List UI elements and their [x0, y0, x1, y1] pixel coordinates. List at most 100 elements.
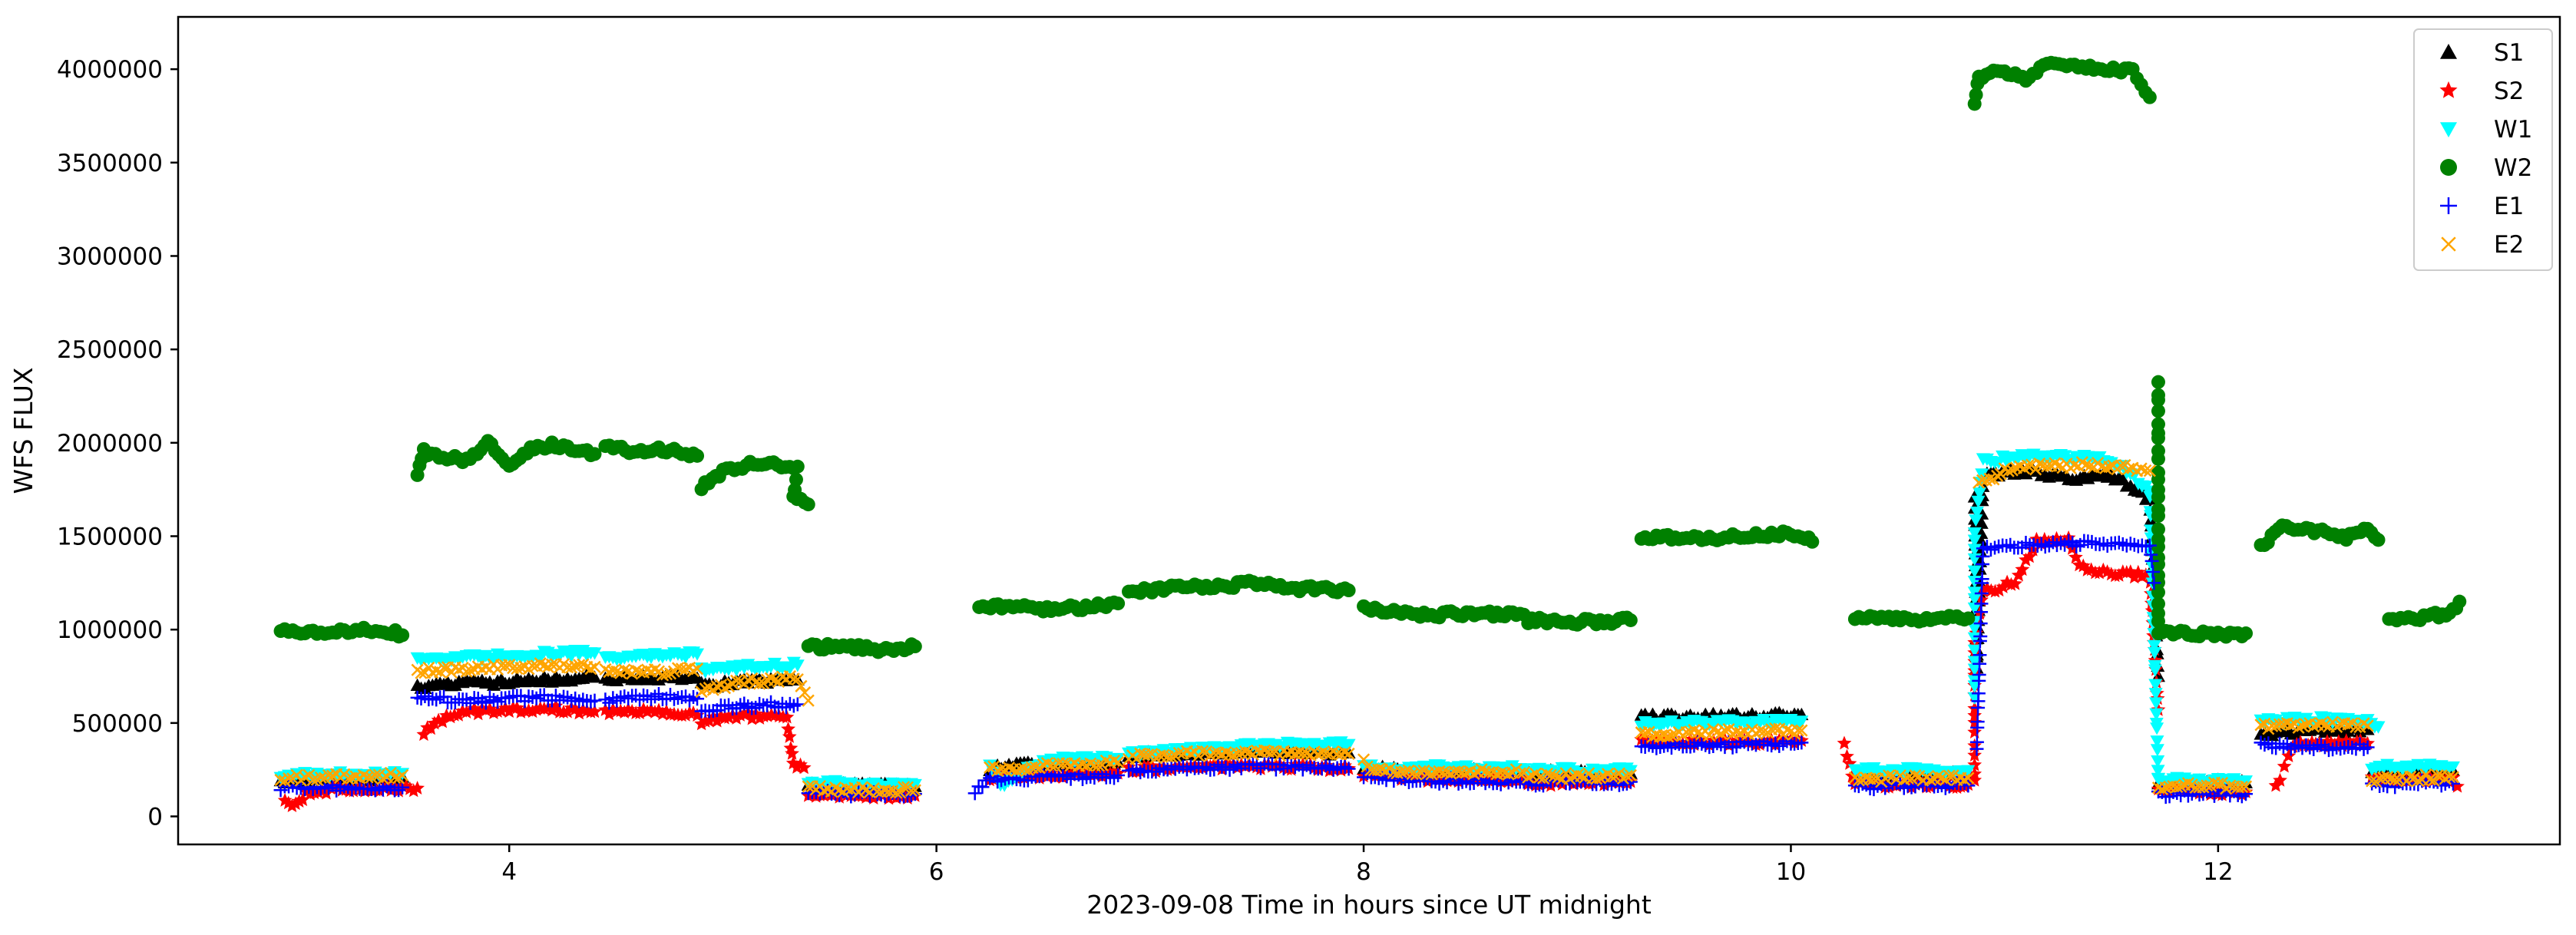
data-point-e2 — [1414, 765, 1427, 778]
data-point-e2 — [1680, 725, 1693, 739]
data-point-e2 — [607, 664, 620, 677]
data-point-e2 — [1238, 745, 1252, 758]
data-point-e2 — [1338, 746, 1351, 759]
data-point-e1 — [1341, 762, 1356, 776]
data-point-s2 — [427, 715, 442, 730]
data-point-e2 — [890, 786, 903, 799]
data-point-e2 — [2021, 459, 2035, 472]
data-point-e2 — [573, 659, 586, 672]
data-point-s2 — [2277, 758, 2292, 773]
data-point-w2 — [1111, 596, 1126, 611]
data-point-e2 — [1196, 745, 1209, 758]
data-point-e2 — [1852, 774, 1865, 787]
data-point-s2 — [501, 704, 517, 718]
data-point-s2 — [617, 705, 632, 719]
data-point-e2 — [802, 780, 815, 793]
data-point-e2 — [526, 659, 539, 672]
data-point-e2 — [1522, 771, 1535, 784]
data-point-w2 — [2151, 490, 2165, 504]
data-point-s2 — [459, 705, 474, 719]
data-point-s2 — [285, 798, 299, 812]
data-point-e2 — [2235, 780, 2248, 794]
data-point-e2 — [1227, 748, 1240, 762]
data-point-s2 — [785, 745, 799, 760]
data-point-w1 — [2151, 755, 2165, 768]
data-point-e2 — [845, 783, 858, 796]
data-point-w1 — [790, 659, 805, 672]
y-tick-label: 0 — [147, 803, 163, 831]
data-point-s2 — [295, 792, 310, 807]
data-point-w1 — [1967, 534, 1982, 547]
data-point-e2 — [1883, 769, 1896, 782]
data-point-s1 — [1974, 516, 1989, 529]
data-point-e2 — [1142, 748, 1155, 762]
data-point-w1 — [2148, 646, 2162, 660]
data-point-s2 — [288, 796, 303, 811]
data-point-w1 — [2147, 639, 2161, 653]
data-point-e2 — [1475, 763, 1488, 776]
data-point-e2 — [1425, 768, 1438, 781]
y-tick-label: 1000000 — [57, 616, 163, 644]
data-point-e2 — [2300, 718, 2313, 731]
data-point-s1 — [587, 670, 602, 683]
data-point-e2 — [1029, 761, 1042, 774]
data-point-w1 — [1967, 663, 1982, 676]
data-point-s2 — [1996, 579, 2011, 593]
data-point-e2 — [859, 784, 873, 797]
data-point-s2 — [416, 727, 432, 742]
legend-marker-w1 — [2440, 122, 2457, 137]
x-axis-label: 2023-09-08 Time in hours since UT midnig… — [1086, 890, 1652, 920]
data-point-s2 — [2015, 562, 2030, 577]
data-point-e2 — [2099, 461, 2112, 474]
data-point-e2 — [2404, 770, 2417, 783]
data-point-w1 — [2148, 664, 2162, 677]
data-point-e2 — [282, 772, 296, 785]
data-point-e2 — [1444, 767, 1457, 780]
data-point-w1 — [2150, 744, 2164, 757]
data-point-e2 — [2442, 770, 2455, 783]
data-point-w1 — [1967, 656, 1982, 669]
data-point-e2 — [648, 663, 662, 676]
x-axis-ticks: 4 6 8 10 12 — [501, 844, 2234, 886]
data-point-e2 — [610, 665, 623, 678]
data-point-e2 — [1406, 767, 1419, 781]
data-point-e2 — [1769, 722, 1782, 735]
y-tick-label: 1500000 — [57, 523, 163, 550]
data-point-w1 — [690, 648, 705, 661]
data-point-s2 — [779, 709, 795, 724]
x-tick-label: 6 — [929, 858, 944, 886]
data-point-e2 — [1112, 755, 1125, 769]
data-point-e2 — [2083, 460, 2097, 473]
data-point-e2 — [2041, 460, 2054, 473]
data-point-e2 — [2431, 769, 2444, 782]
data-point-e2 — [2171, 780, 2184, 794]
data-point-e2 — [357, 768, 370, 781]
y-tick-label: 2000000 — [57, 430, 163, 458]
data-point-s2 — [782, 729, 797, 743]
data-point-e2 — [1502, 768, 1515, 781]
data-point-e2 — [1559, 767, 1572, 780]
data-point-e2 — [1552, 771, 1565, 784]
data-point-w1 — [1967, 623, 1982, 636]
data-point-s2 — [2008, 576, 2022, 590]
data-point-w1 — [1967, 527, 1982, 540]
data-point-w2 — [2371, 533, 2386, 547]
data-point-s2 — [1837, 735, 1852, 750]
data-point-e2 — [1867, 772, 1880, 785]
data-point-e2 — [326, 769, 339, 782]
data-point-e1 — [1970, 715, 1985, 729]
legend-marker-w2 — [2440, 159, 2457, 176]
data-point-e2 — [1265, 745, 1278, 758]
data-point-s2 — [410, 781, 425, 795]
data-point-w2 — [908, 639, 922, 654]
data-point-e2 — [2115, 459, 2128, 472]
data-point-e2 — [2389, 773, 2402, 786]
data-point-e2 — [2174, 780, 2187, 793]
data-point-e2 — [2139, 464, 2152, 477]
data-point-e2 — [430, 664, 443, 677]
data-point-e2 — [1983, 472, 1996, 485]
data-point-w2 — [2151, 404, 2165, 418]
data-point-w2 — [587, 447, 602, 461]
data-point-e2 — [1107, 754, 1121, 768]
data-point-e2 — [718, 682, 732, 695]
